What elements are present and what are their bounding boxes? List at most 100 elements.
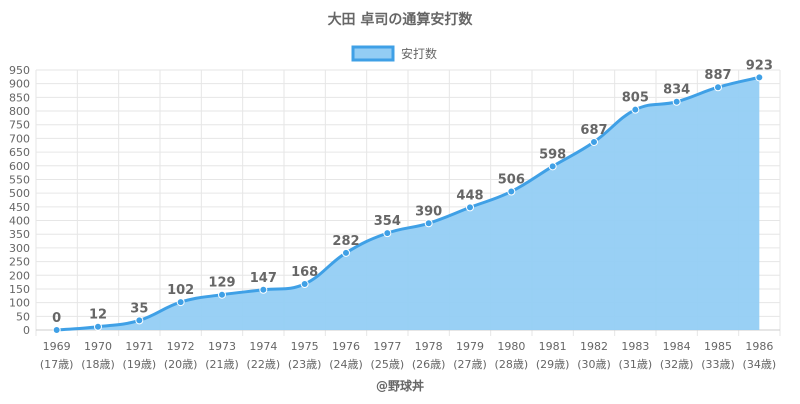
x-tick-sublabel: (30歳)	[577, 358, 611, 371]
x-tick-label: 1977	[373, 340, 401, 353]
y-tick-label: 550	[9, 173, 30, 186]
x-tick-sublabel: (23歳)	[288, 358, 322, 371]
x-tick-label: 1979	[456, 340, 484, 353]
series-area	[56, 75, 760, 332]
data-point[interactable]	[52, 326, 61, 334]
x-tick-label: 1982	[580, 340, 608, 353]
data-labels: 0 12 35 102 129 147 168 282 354 390 448 506 598 687 80…	[52, 58, 773, 326]
x-tick-sublabel: (29歳)	[536, 358, 570, 371]
y-tick-label: 850	[9, 91, 30, 104]
x-tick-label: 1981	[539, 340, 567, 353]
x-tick-label: 1970	[84, 340, 112, 353]
x-tick-sublabel: (26歳)	[412, 358, 446, 371]
x-tick-sublabel: (18歳)	[81, 358, 115, 371]
data-point[interactable]	[383, 229, 392, 238]
data-point[interactable]	[672, 97, 681, 106]
y-tick-label: 600	[9, 160, 30, 173]
x-tick-label: 1974	[249, 340, 277, 353]
data-label: 887	[704, 68, 731, 83]
x-tick-label: 1976	[332, 340, 360, 353]
x-tick-label: 1972	[167, 340, 195, 353]
y-tick-label: 150	[9, 283, 30, 296]
data-point[interactable]	[631, 105, 640, 114]
data-point[interactable]	[218, 290, 226, 299]
x-tick-sublabel: (22歳)	[247, 358, 281, 371]
legend-label: 安打数	[401, 46, 437, 61]
footer-credit: @野球丼	[376, 378, 424, 393]
x-tick-sublabel: (27歳)	[453, 358, 487, 371]
data-label: 390	[415, 204, 442, 219]
series-area-fill	[56, 77, 760, 331]
x-tick-label: 1983	[621, 340, 649, 353]
chart-title: 大田 卓司の通算安打数	[328, 11, 474, 28]
y-tick-label: 400	[9, 215, 30, 228]
data-point[interactable]	[259, 285, 268, 294]
y-tick-label: 900	[9, 78, 30, 91]
data-point[interactable]	[342, 248, 350, 257]
x-tick-sublabel: (24歳)	[329, 358, 363, 371]
y-tick-label: 700	[9, 132, 30, 145]
data-point[interactable]	[755, 73, 764, 82]
x-tick-sublabel: (31歳)	[619, 358, 653, 371]
x-tick-label: 1984	[663, 340, 691, 353]
data-label: 354	[374, 214, 401, 229]
data-point[interactable]	[94, 322, 102, 331]
y-tick-label: 0	[23, 324, 30, 337]
y-tick-label: 100	[9, 297, 30, 310]
legend-swatch	[351, 45, 395, 62]
x-tick-label: 1971	[125, 340, 153, 353]
data-point[interactable]	[507, 187, 516, 196]
x-tick-sublabel: (28歳)	[495, 358, 529, 371]
data-label: 0	[52, 311, 61, 326]
data-label: 129	[208, 276, 235, 291]
data-label: 506	[498, 173, 525, 188]
x-tick-label: 1986	[745, 340, 773, 353]
data-label: 598	[539, 147, 566, 162]
x-tick-sublabel: (17歳)	[40, 358, 74, 371]
data-point[interactable]	[300, 280, 309, 289]
data-label: 12	[89, 308, 107, 323]
data-point[interactable]	[135, 316, 144, 325]
data-label: 168	[291, 265, 318, 280]
x-tick-sublabel: (19歳)	[123, 358, 157, 371]
x-tick-sublabel: (20歳)	[164, 358, 198, 371]
data-label: 448	[456, 188, 483, 203]
data-label: 834	[663, 83, 690, 98]
data-label: 923	[746, 58, 773, 73]
x-tick-sublabel: (34歳)	[743, 358, 777, 371]
y-tick-label: 50	[16, 310, 30, 323]
x-tick-sublabel: (33歳)	[701, 358, 735, 371]
y-tick-label: 300	[9, 242, 30, 255]
x-tick-sublabel: (25歳)	[371, 358, 405, 371]
x-tick-label: 1969	[43, 340, 71, 353]
y-tick-label: 750	[9, 119, 30, 132]
y-tick-label: 450	[9, 201, 30, 214]
y-tick-label: 500	[9, 187, 30, 200]
x-tick-label: 1973	[208, 340, 236, 353]
legend[interactable]: 安打数	[351, 45, 437, 62]
data-point[interactable]	[714, 83, 722, 92]
data-label: 805	[622, 91, 649, 106]
y-tick-label: 950	[9, 64, 30, 77]
series-line	[56, 75, 760, 332]
y-tick-label: 350	[9, 228, 30, 241]
data-point[interactable]	[176, 298, 185, 307]
data-label: 147	[250, 271, 277, 286]
data-label: 102	[167, 283, 194, 298]
data-point[interactable]	[548, 162, 557, 171]
y-tick-label: 250	[9, 256, 30, 269]
x-tick-sublabel: (21歳)	[205, 358, 239, 371]
y-tick-label: 800	[9, 105, 30, 118]
data-point[interactable]	[590, 137, 598, 146]
x-tick-label: 1985	[704, 340, 732, 353]
data-point[interactable]	[466, 203, 474, 212]
data-label: 687	[580, 123, 607, 138]
data-label: 35	[130, 301, 148, 316]
data-point[interactable]	[424, 219, 433, 228]
data-label: 282	[332, 234, 359, 249]
y-tick-label: 200	[9, 269, 30, 282]
data-points	[52, 73, 764, 334]
x-tick-label: 1975	[291, 340, 319, 353]
